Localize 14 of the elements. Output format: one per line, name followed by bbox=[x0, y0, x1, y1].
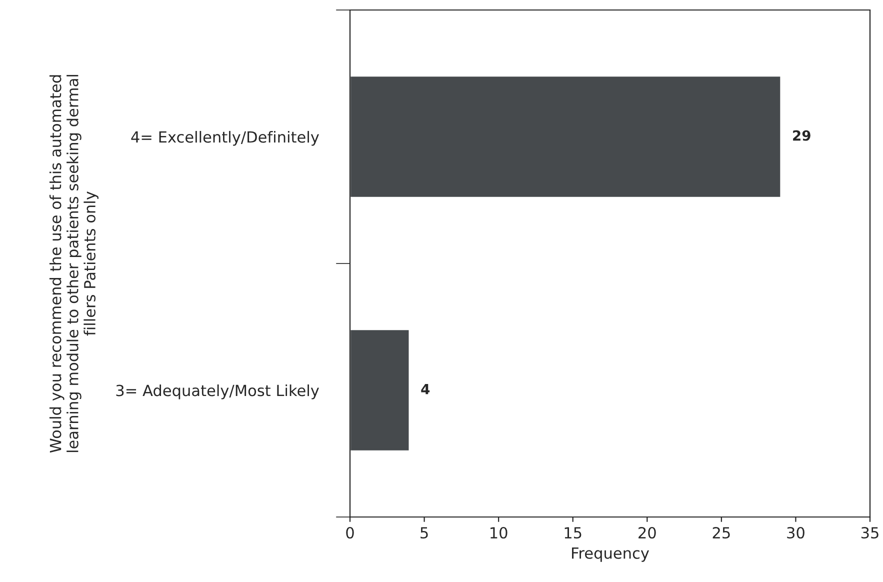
y-tick-label: 4= Excellently/Definitely bbox=[131, 130, 319, 146]
x-axis-title: Frequency bbox=[572, 548, 650, 562]
x-tick-label: 5 bbox=[420, 527, 428, 539]
y-axis-title: Would you recommend the use of this automated learning module to other patients seeking dermal fillers Patients only bbox=[49, 74, 98, 453]
x-tick-label: 20 bbox=[638, 526, 656, 539]
x-tick-label: 0 bbox=[346, 526, 354, 539]
x-tick-label: 15 bbox=[564, 527, 582, 539]
x-tick-label: 25 bbox=[712, 526, 730, 539]
x-tick-label: 30 bbox=[787, 526, 804, 539]
x-tick-label: 10 bbox=[490, 526, 508, 539]
x-tick-label: 35 bbox=[861, 526, 878, 539]
y-tick-label: 3= Adequately/Most Likely bbox=[116, 384, 319, 400]
data-label: 4 bbox=[421, 384, 430, 394]
data-label: 29 bbox=[793, 130, 810, 141]
